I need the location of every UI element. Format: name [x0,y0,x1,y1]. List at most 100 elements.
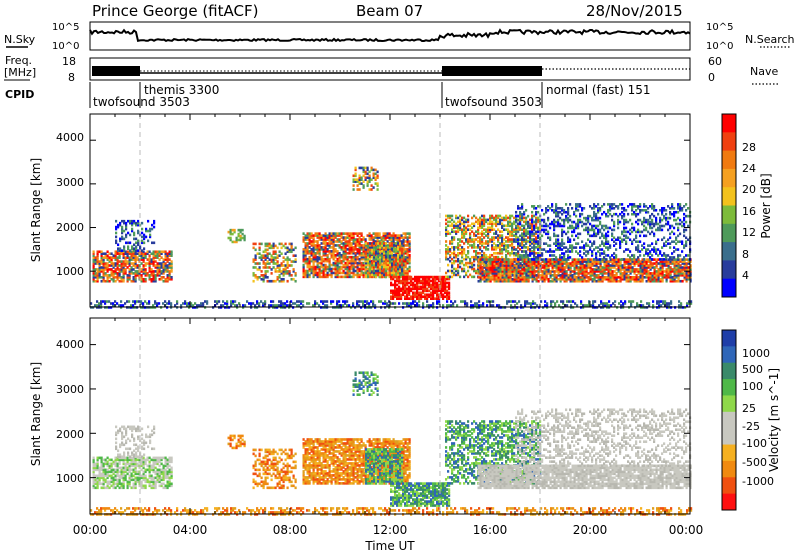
power-echo [115,235,118,239]
power-echo [563,277,566,281]
power-echo [563,220,566,224]
power-echo [463,236,466,239]
power-echo [383,265,386,269]
power-echo [110,264,113,267]
power-echo [340,259,343,263]
freq-left-label-1: Freq. [5,54,32,67]
power-echo [416,281,419,285]
power-echo [581,207,584,210]
power-echo [166,254,169,257]
power-echo [360,166,363,170]
power-echo [677,264,680,267]
power-echo [336,273,339,277]
power-echo [346,236,349,239]
power-echo [442,295,445,299]
power-echo [511,274,514,277]
power-echo [651,274,654,277]
power-echo [102,258,105,261]
power-echo [110,262,113,265]
power-echo [162,260,165,263]
power-echo [365,255,368,259]
power-echo [258,262,261,265]
power-echo [373,263,376,267]
power-echo [461,234,464,237]
power-echo [310,234,313,237]
power-echo [513,222,516,226]
power-echo [579,246,582,249]
power-echo [681,260,684,263]
power-echo [438,293,441,297]
power-echo [565,277,568,281]
power-echo [533,232,536,236]
power-echo [258,268,261,271]
power-echo [531,234,534,237]
power-echo [372,275,375,279]
power-echo [440,287,443,291]
power-echo [531,277,534,281]
power-echo [487,275,490,279]
power-echo [266,252,269,256]
power-echo [128,275,131,279]
power-echo [142,270,145,273]
power-echo [505,272,508,275]
power-echo [461,269,464,273]
power-echo [284,270,287,273]
power-echo [579,268,582,271]
power-echo [282,279,285,283]
power-echo [511,240,514,243]
power-echo [122,272,125,275]
power-echo [473,240,476,243]
power-echo [567,268,570,271]
power-echo [264,256,267,259]
power-echo [239,234,242,238]
power-echo [377,253,380,257]
power-echo [364,178,367,182]
power-echo [449,240,452,243]
power-echo [372,240,375,243]
power-echo [605,240,608,244]
power-echo [609,272,612,275]
power-echo [555,262,558,265]
power-echo [444,285,447,289]
power-echo [100,256,103,259]
power-echo [603,264,606,267]
power-echo [533,244,536,247]
power-echo [489,275,492,279]
power-echo [396,287,399,291]
power-echo [507,268,510,271]
power-echo [373,242,376,245]
power-echo [401,251,404,255]
power-echo [513,251,516,255]
power-echo [445,250,448,253]
power-echo [384,263,387,267]
power-echo [342,248,345,251]
power-echo [352,236,355,239]
noise-left-tick-bottom: 10^0 [52,41,79,52]
power-echo [388,246,391,249]
power-echo [559,207,562,210]
power-echo [523,256,526,259]
power-echo [346,244,349,247]
power-echo [593,242,596,245]
power-echo [348,242,351,245]
power-echo [389,244,392,247]
power-echo [603,268,606,271]
power-echo [557,242,560,245]
power-echo [619,272,622,275]
power-echo [551,277,554,281]
power-echo [344,255,347,259]
power-echo [444,281,447,285]
power-echo [525,268,528,271]
power-data [90,166,693,309]
power-echo [579,250,582,253]
power-echo [420,291,423,295]
power-echo [383,263,386,267]
power-echo [587,218,590,222]
power-echo [515,269,518,273]
power-echo [352,263,355,267]
power-echo [575,214,578,218]
power-echo [513,234,516,237]
power-echo [571,248,574,251]
power-echo [137,241,140,245]
power-echo [432,287,435,291]
